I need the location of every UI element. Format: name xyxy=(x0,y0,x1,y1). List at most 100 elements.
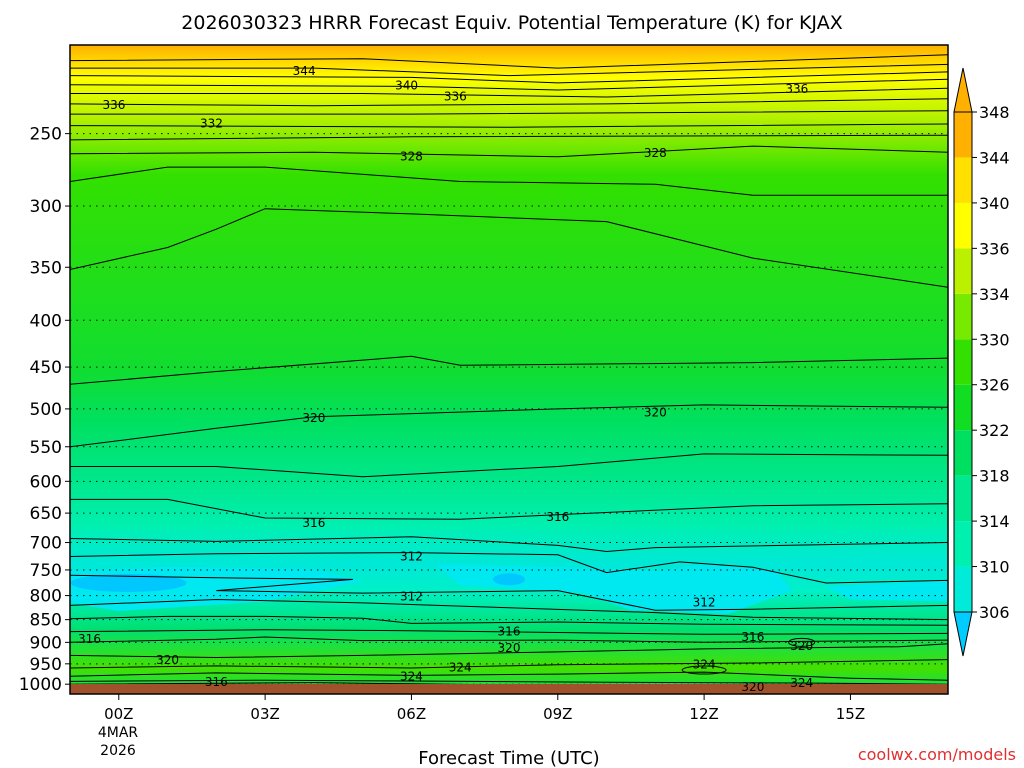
x-tick-label: 00Z xyxy=(104,705,133,723)
contour-label: 312 xyxy=(400,590,423,604)
colorbar-segment xyxy=(954,521,972,567)
colorbar-segment xyxy=(954,384,972,431)
cold-core xyxy=(493,573,525,586)
contour-line xyxy=(70,63,948,77)
contour-label: 320 xyxy=(790,639,813,653)
y-tick-label: 700 xyxy=(30,534,62,554)
contour-line xyxy=(70,679,948,685)
x-axis: 00Z 03Z 06Z 09Z 12Z 15Z xyxy=(104,694,865,723)
contour-label: 320 xyxy=(644,405,667,419)
contour-line xyxy=(70,145,948,158)
credit-link[interactable]: coolwx.com/models xyxy=(858,745,1016,764)
x-axis-date-year: 2026 xyxy=(100,743,136,759)
colorbar-label: 314 xyxy=(979,512,1010,531)
colorbar-low-arrow xyxy=(953,611,973,657)
contour-line xyxy=(70,110,948,115)
contour-label: 312 xyxy=(400,549,423,563)
y-tick-label: 550 xyxy=(30,438,62,458)
contour-label: 336 xyxy=(785,82,808,96)
contour-label: 336 xyxy=(444,89,467,103)
contour-label: 316 xyxy=(741,630,764,644)
contour-label: 312 xyxy=(693,595,716,609)
contour-label: 316 xyxy=(302,516,325,530)
y-tick-label: 250 xyxy=(30,125,62,145)
x-axis-date-month: 4MAR xyxy=(98,725,139,741)
plot-frame xyxy=(69,44,949,695)
contour-label: 320 xyxy=(156,653,179,667)
contour-line xyxy=(70,123,948,128)
contour-line xyxy=(70,574,948,611)
contour-label: 332 xyxy=(200,116,223,130)
contour-line xyxy=(70,498,948,520)
colorbar-segment xyxy=(954,248,972,294)
y-tick-label: 650 xyxy=(30,504,62,524)
cold-pocket xyxy=(435,564,792,614)
contour-label: 324 xyxy=(400,669,423,683)
contour-label: 316 xyxy=(205,675,228,689)
contour-label: 340 xyxy=(395,79,418,93)
contour-line xyxy=(70,78,948,91)
cold-pocket xyxy=(826,580,948,602)
x-axis-label: Forecast Time (UTC) xyxy=(418,748,599,768)
contour-label: 320 xyxy=(741,680,764,694)
contour-label: 316 xyxy=(78,632,101,646)
y-tick-label: 600 xyxy=(30,472,62,492)
colorbar-label: 326 xyxy=(979,376,1010,395)
colorbar-label: 318 xyxy=(979,467,1010,486)
chart-title: 2026030323 HRRR Forecast Equiv. Potentia… xyxy=(181,12,842,34)
contour-line xyxy=(70,71,948,84)
colorbar-label: 306 xyxy=(979,603,1010,622)
contour-line xyxy=(70,671,948,681)
y-tick-label: 950 xyxy=(30,655,62,675)
contour-label: 324 xyxy=(449,660,472,674)
contour-line xyxy=(70,629,948,635)
y-axis: 2503003504004505005506006507007508008509… xyxy=(19,125,70,695)
y-tick-label: 900 xyxy=(30,633,62,653)
colorbar-label: 336 xyxy=(979,239,1010,258)
contour-line xyxy=(70,536,948,553)
contour-line xyxy=(70,643,948,659)
colorbar-segment xyxy=(954,475,972,522)
contour-label: 328 xyxy=(400,149,423,163)
x-tick-label: 06Z xyxy=(397,705,426,723)
contour-line xyxy=(70,54,948,69)
y-tick-label: 350 xyxy=(30,258,62,278)
contour-line xyxy=(70,636,948,643)
colorbar-segment xyxy=(954,157,972,203)
contour-line xyxy=(70,87,948,98)
plot-area: 344 340 336 336 336 332 328 328 320 320 316 316 312 3… xyxy=(70,45,948,694)
colorbar-label: 322 xyxy=(979,421,1010,440)
y-tick-label: 1000 xyxy=(19,675,62,695)
credit-text[interactable]: coolwx.com/models xyxy=(858,745,1016,764)
contour-label: 324 xyxy=(790,676,813,690)
contour-label: 316 xyxy=(498,624,521,638)
contour-label: 320 xyxy=(498,641,521,655)
contour-line xyxy=(70,355,948,385)
colorbar-label: 334 xyxy=(979,285,1010,304)
colorbar-label: 348 xyxy=(979,103,1010,122)
colorbar-label: 310 xyxy=(979,558,1010,577)
colorbar-segment xyxy=(954,112,972,158)
y-tick-label: 300 xyxy=(30,197,62,217)
contour-line xyxy=(70,208,948,288)
contour-label: 316 xyxy=(546,510,569,524)
y-tick-label: 750 xyxy=(30,561,62,581)
colorbar-segment xyxy=(954,339,972,385)
y-tick-label: 450 xyxy=(30,358,62,378)
contour-line xyxy=(70,598,948,621)
cold-core xyxy=(70,573,187,592)
contour-line xyxy=(70,166,948,196)
contour-label: 336 xyxy=(102,98,125,112)
colorbar-high-arrow xyxy=(953,67,973,113)
contour-label: 320 xyxy=(302,411,325,425)
contour-label: 324 xyxy=(693,657,716,671)
colorbar-label: 330 xyxy=(979,330,1010,349)
cold-pockets xyxy=(70,564,948,614)
contour-line xyxy=(70,98,948,107)
contour-line xyxy=(70,615,948,626)
colorbar-label: 344 xyxy=(979,148,1010,167)
contour-labels: 344 340 336 336 336 332 328 328 320 320 316 316 312 3… xyxy=(78,64,813,694)
colorbar-segment xyxy=(954,293,972,340)
contour-line xyxy=(70,552,948,584)
